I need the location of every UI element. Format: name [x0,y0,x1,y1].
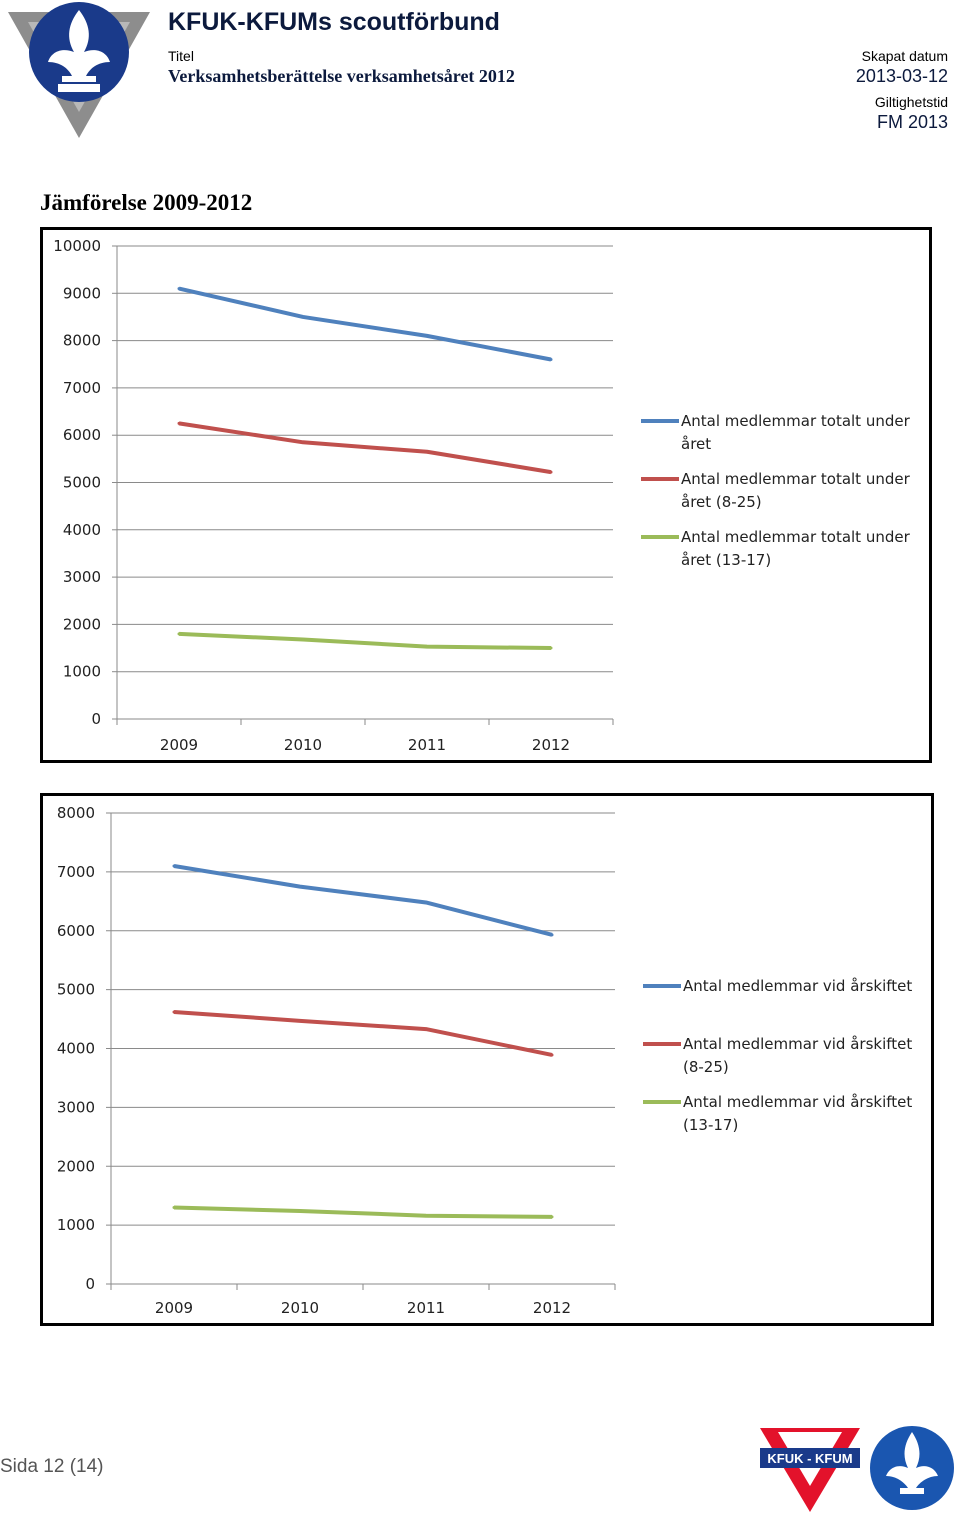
x-tick-label: 2010 [284,736,322,754]
x-tick-label: 2011 [408,736,446,754]
y-tick-label: 6000 [57,922,95,940]
section-title: Jämförelse 2009-2012 [40,190,253,215]
y-tick-label: 10000 [53,237,101,255]
y-tick-label: 2000 [63,615,101,633]
data-point [177,287,181,291]
legend-label-line2: året (8-25) [681,493,762,511]
data-point [177,632,181,636]
data-point [298,1209,302,1213]
chart-svg: 0 1000 2000 3000 4000 5000 6000 7000 8000 9000 100… [53,237,911,754]
validity-label: Giltighetstid [874,94,948,110]
data-point [298,885,302,889]
y-tick-label: 3000 [63,568,101,586]
y-tick-label: 7000 [63,379,101,397]
chart-members-at-year-end: 0 1000 2000 3000 4000 5000 6000 7000 8000 2009 201… [40,793,934,1326]
created-date-value: 2013-03-12 [855,66,948,86]
series-line [178,421,552,475]
legend-label: Antal medlemmar totalt under [681,470,911,488]
legend-label: Antal medlemmar vid årskiftet [683,1093,912,1111]
scout-fleur-de-lis-logo [8,2,150,138]
legend-label: Antal medlemmar vid årskiftet [683,1035,912,1053]
series-line [178,286,552,362]
legend-label-line2: året (13-17) [681,551,771,569]
data-point [549,358,553,362]
data-point [425,450,429,454]
y-tick-label: 4000 [63,521,101,539]
y-tick-label: 0 [91,710,101,728]
series-line [173,1010,553,1057]
x-tick-label: 2012 [532,736,570,754]
data-point [298,1019,302,1023]
x-tick-label: 2009 [160,736,198,754]
data-point [424,1214,428,1218]
data-point [301,440,305,444]
data-point [172,1010,176,1014]
data-point [172,864,176,868]
legend-label-line2: (8-25) [683,1058,729,1076]
data-point [425,334,429,338]
y-tick-label: 5000 [63,474,101,492]
title-label: Titel [168,48,194,64]
page-number: Sida 12 (14) [0,1456,104,1477]
x-tick-label: 2009 [155,1299,193,1317]
chart-members-during-year: 0 1000 2000 3000 4000 5000 6000 7000 8000 9000 100… [40,227,932,763]
data-point [424,1027,428,1031]
scout-emblem-logo [870,1426,954,1510]
data-point [177,421,181,425]
y-tick-label: 9000 [63,284,101,302]
logo-band [58,84,100,92]
organization-name: KFUK-KFUMs scoutförbund [168,8,500,36]
kfuk-kfum-logo: KFUK - KFUM [760,1428,860,1512]
created-date-label: Skapat datum [861,48,948,64]
x-tick-label: 2011 [407,1299,445,1317]
y-tick-label: 8000 [57,804,95,822]
legend-label: Antal medlemmar vid årskiftet [683,977,912,995]
x-tick-label: 2012 [533,1299,571,1317]
kfuk-logo-text: KFUK - KFUM [767,1451,852,1466]
validity-value: FM 2013 [876,112,948,132]
data-point [550,1215,554,1219]
legend-label-line2: (13-17) [683,1116,738,1134]
data-point [425,645,429,649]
y-tick-label: 3000 [57,1098,95,1116]
chart-svg: 0 1000 2000 3000 4000 5000 6000 7000 8000 2009 201… [57,804,913,1317]
document-title: Verksamhetsberättelse verksamhetsåret 20… [168,66,515,86]
legend-label: Antal medlemmar totalt under [681,412,911,430]
y-tick-label: 2000 [57,1157,95,1175]
scout-emblem-lily [886,1432,938,1494]
series-line [173,864,553,937]
data-point [301,315,305,319]
data-point [424,900,428,904]
y-tick-label: 7000 [57,863,95,881]
y-tick-label: 6000 [63,426,101,444]
series-line [178,631,552,651]
y-tick-label: 0 [85,1275,95,1293]
y-tick-label: 8000 [63,332,101,350]
y-tick-label: 5000 [57,981,95,999]
data-point [550,1053,554,1057]
y-tick-label: 1000 [57,1216,95,1234]
legend-label-line2: året [681,435,711,453]
logo-lily [48,10,110,82]
data-point [172,1205,176,1209]
y-tick-label: 1000 [63,663,101,681]
data-point [301,638,305,642]
y-tick-label: 4000 [57,1040,95,1058]
data-point [550,933,554,937]
data-point [549,646,553,650]
legend-label: Antal medlemmar totalt under [681,528,911,546]
kfuk-logo-band [760,1448,860,1468]
data-point [549,470,553,474]
series-line [173,1205,553,1219]
x-tick-label: 2010 [281,1299,319,1317]
